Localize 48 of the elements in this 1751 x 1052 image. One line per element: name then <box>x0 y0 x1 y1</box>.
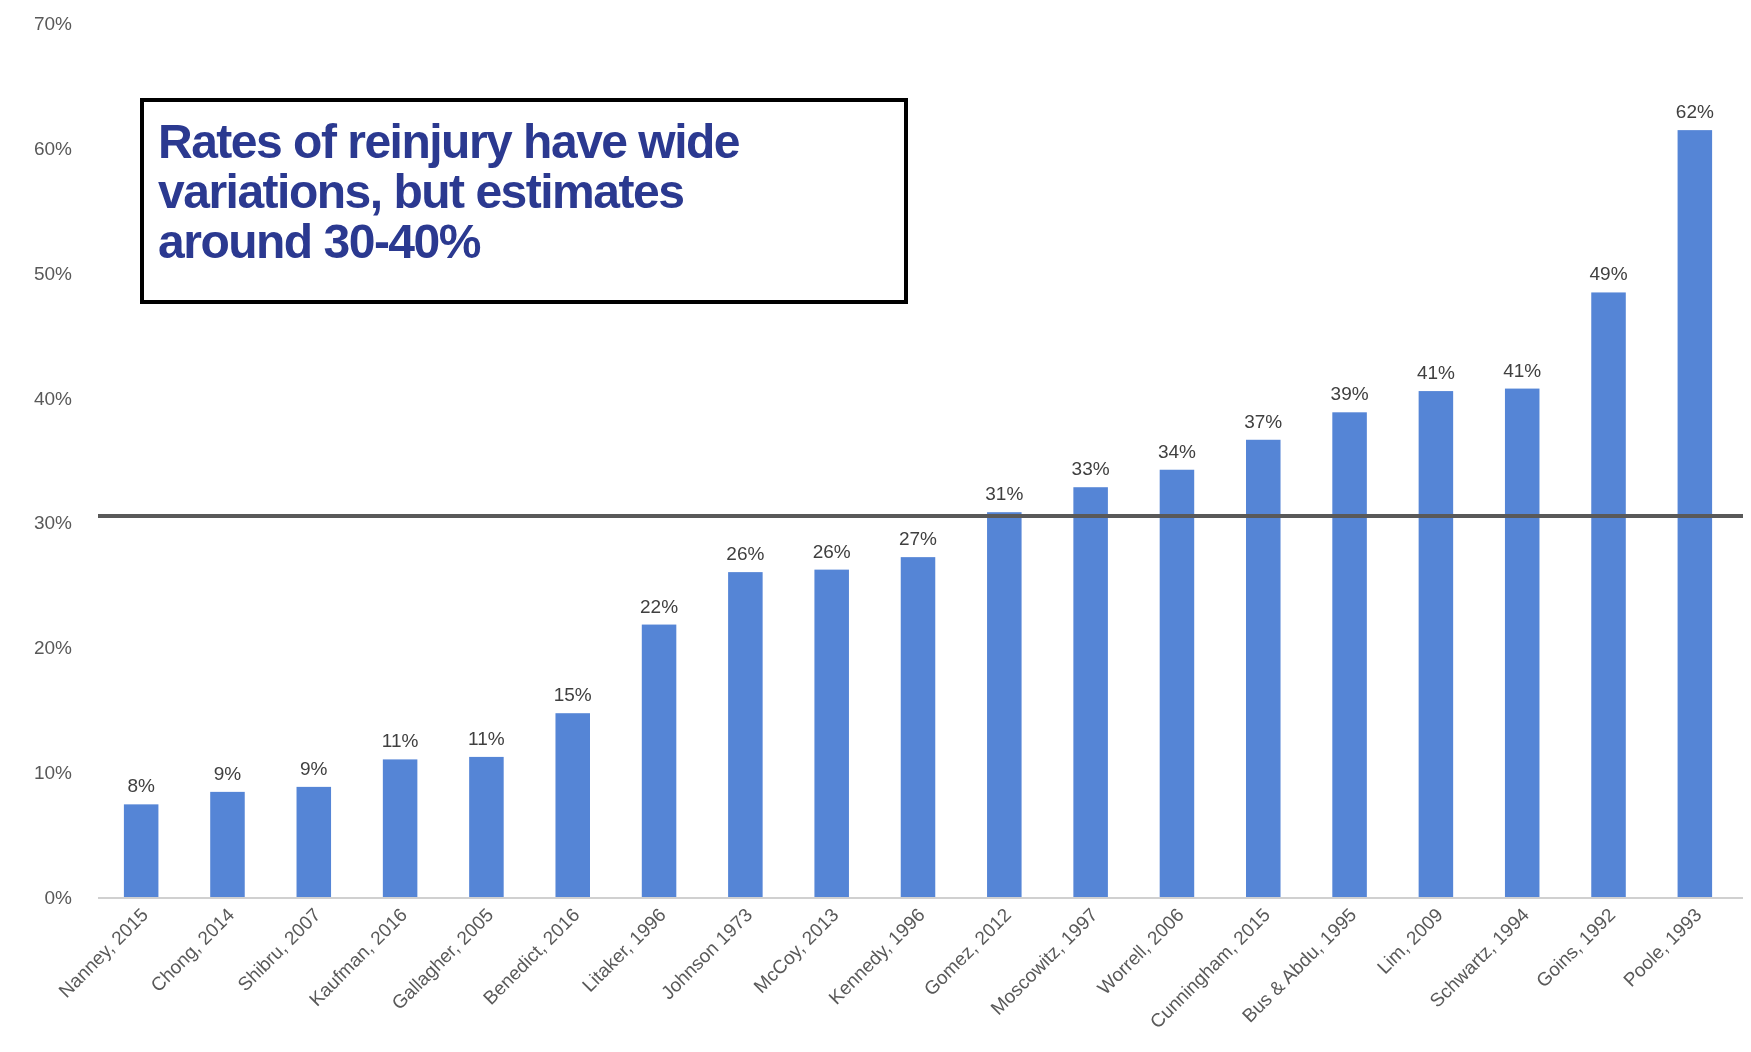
data-label: 11% <box>468 727 505 749</box>
bar <box>1246 439 1281 898</box>
bar <box>1677 130 1713 898</box>
data-label: 37% <box>1244 410 1283 432</box>
data-label: 22% <box>640 595 679 617</box>
bar <box>641 624 677 898</box>
data-label: 8% <box>127 775 155 797</box>
bar <box>382 759 418 898</box>
bar <box>987 512 1022 898</box>
data-label: 41% <box>1503 359 1542 381</box>
bar <box>296 786 332 898</box>
data-label: 41% <box>1416 362 1456 384</box>
bar <box>123 804 159 898</box>
bar <box>1591 292 1626 898</box>
data-label: 26% <box>812 540 851 562</box>
title-box: Rates of reinjury have wide variations, but estimates around 30-40% <box>140 98 908 304</box>
y-tick-label: 40% <box>33 387 73 409</box>
y-tick-label: 10% <box>33 762 73 784</box>
data-label: 11% <box>381 730 419 752</box>
bar <box>1073 487 1108 898</box>
annotation: Rates of reinjury have wide variations, but estimates around 30-40% <box>158 115 740 268</box>
y-tick-label: 60% <box>33 137 73 159</box>
bar <box>900 557 936 898</box>
bar <box>728 572 763 898</box>
bar <box>469 756 504 898</box>
y-tick-label: 30% <box>33 512 73 534</box>
y-tick-label: 50% <box>33 262 73 284</box>
data-label: 39% <box>1330 383 1369 405</box>
bar <box>1332 412 1367 898</box>
bar <box>1159 469 1195 898</box>
bar <box>555 713 590 898</box>
data-label: 31% <box>985 483 1024 505</box>
bar <box>1418 391 1454 898</box>
y-tick-label: 70% <box>33 13 73 34</box>
data-label: 9% <box>213 762 242 784</box>
data-label: 15% <box>553 684 592 706</box>
y-tick-label: 0% <box>44 887 73 908</box>
data-label: 49% <box>1589 263 1628 285</box>
y-tick-label: 20% <box>33 637 73 659</box>
bar <box>1504 388 1540 898</box>
data-label: 26% <box>726 543 765 565</box>
data-label: 9% <box>300 757 328 779</box>
bar <box>210 791 245 898</box>
data-label: 27% <box>898 528 938 550</box>
data-label: 34% <box>1157 440 1197 462</box>
bar <box>814 569 849 898</box>
data-label: 33% <box>1071 458 1110 480</box>
data-label: 62% <box>1675 101 1714 123</box>
